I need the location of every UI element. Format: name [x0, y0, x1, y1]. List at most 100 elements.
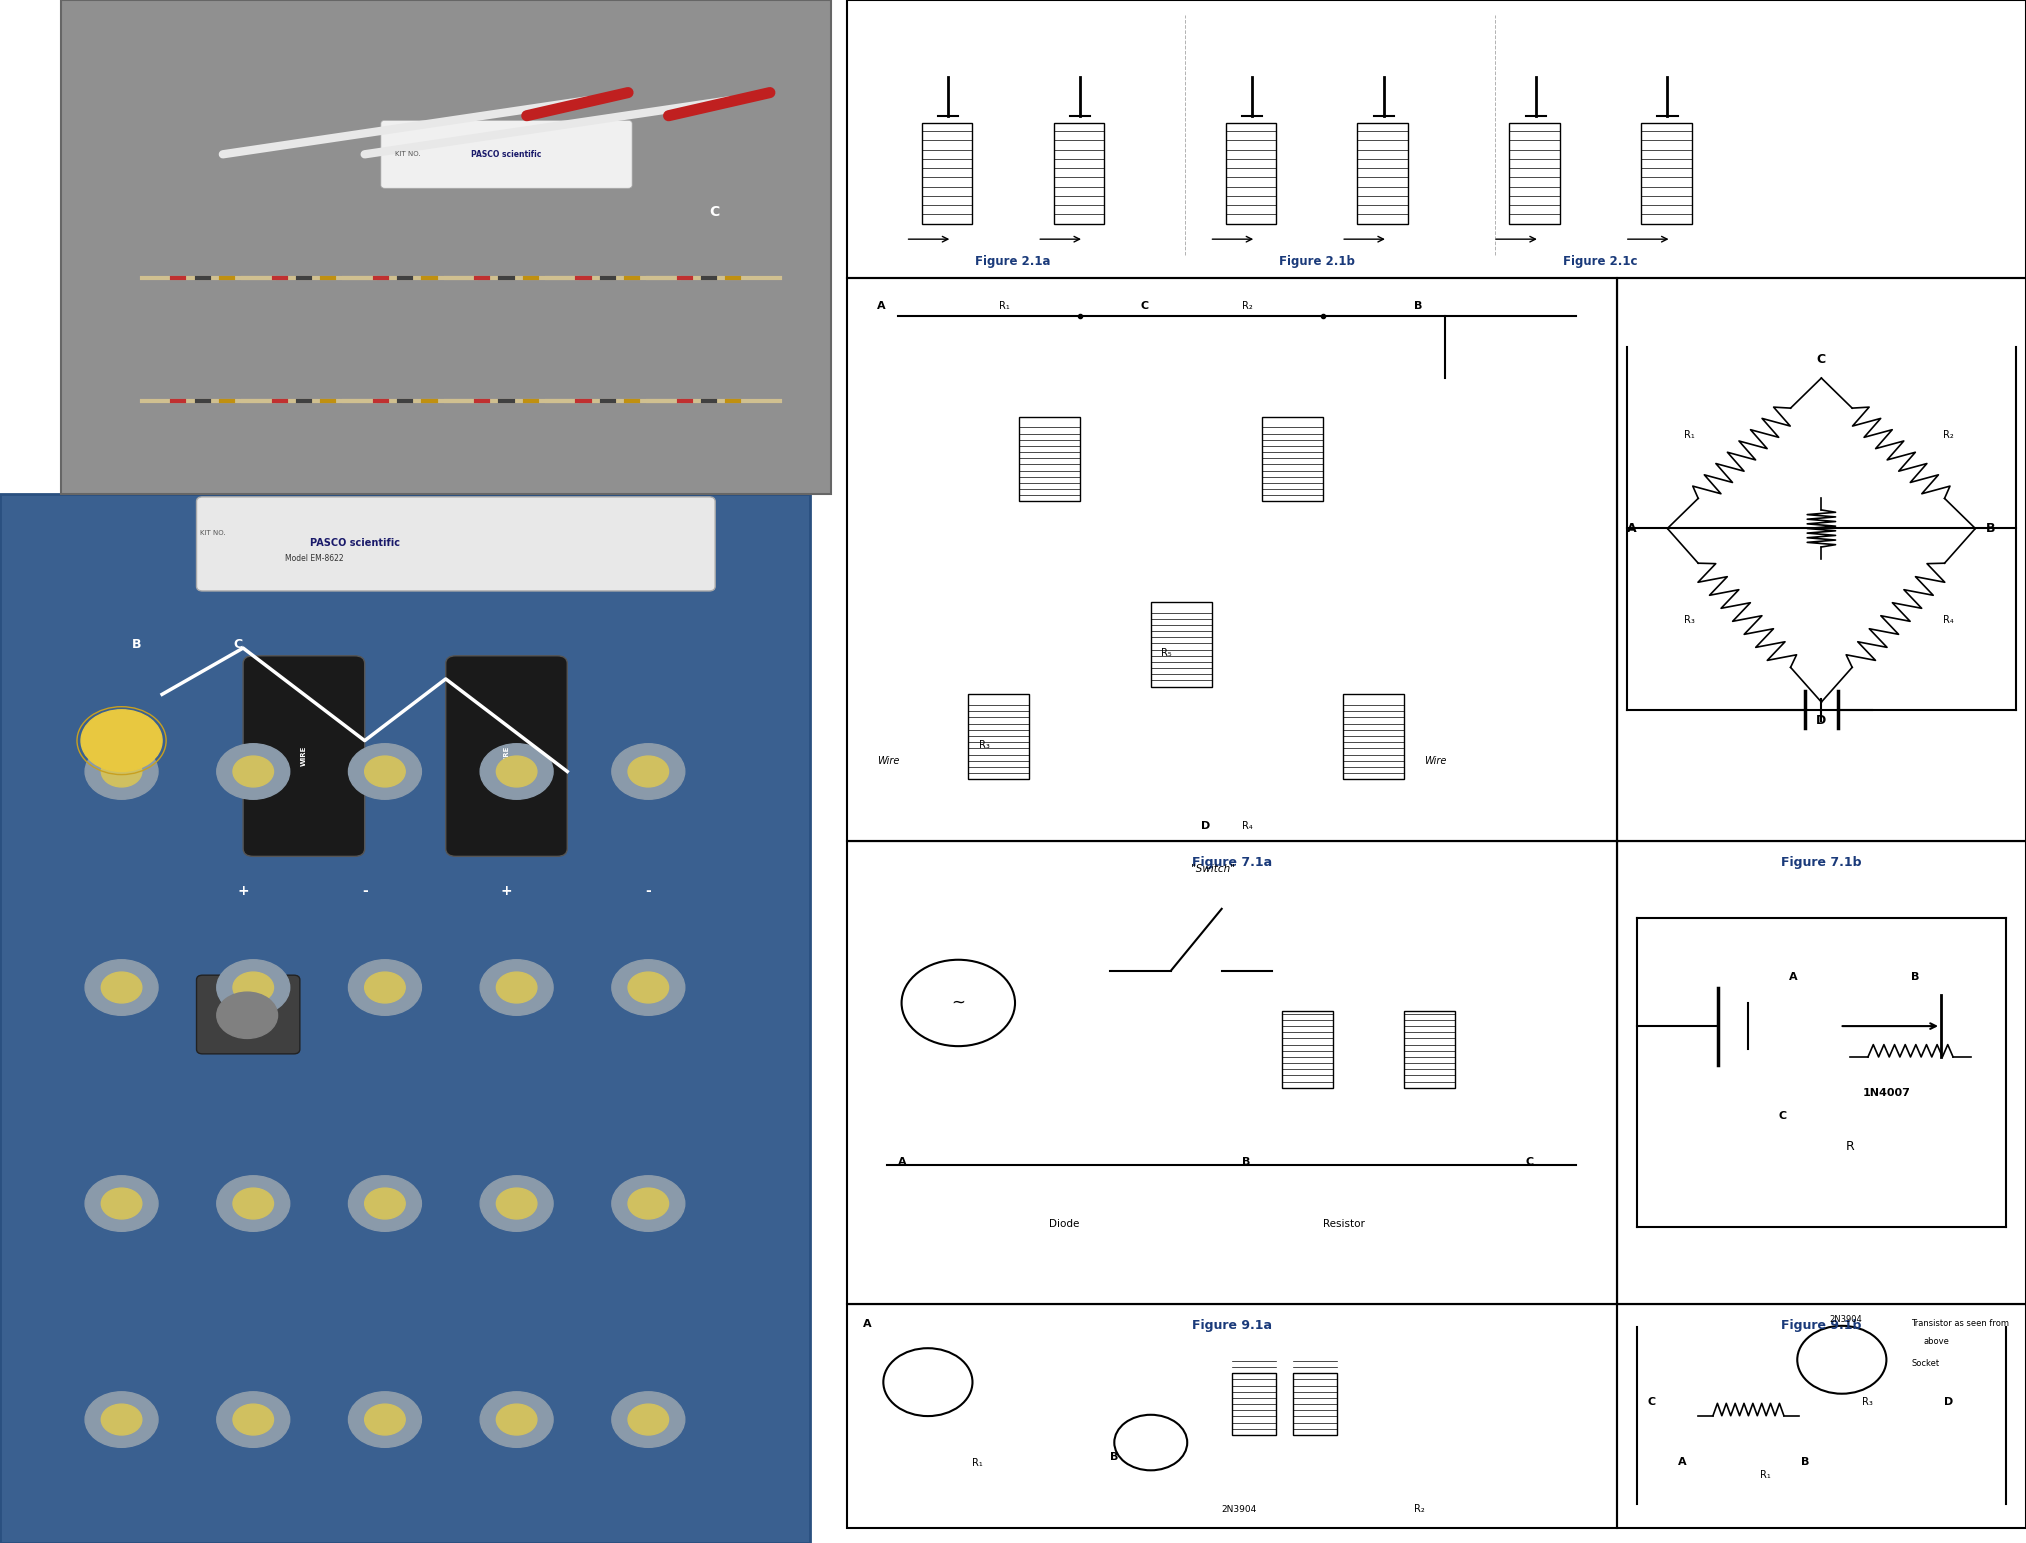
Bar [1343, 694, 1404, 779]
Text: R₂: R₂ [1242, 301, 1252, 310]
Circle shape [233, 756, 274, 787]
Circle shape [217, 1176, 290, 1231]
Text: A: A [1627, 522, 1637, 535]
Circle shape [628, 756, 669, 787]
Circle shape [233, 1188, 274, 1219]
FancyBboxPatch shape [61, 0, 831, 494]
Text: A: A [1789, 972, 1797, 981]
Text: Figure 2.1a: Figure 2.1a [975, 255, 1051, 267]
Circle shape [348, 1392, 421, 1447]
Text: above: above [1925, 1338, 1949, 1345]
Text: R₃: R₃ [1684, 616, 1694, 625]
Text: R₃: R₃ [979, 741, 989, 750]
Circle shape [233, 972, 274, 1003]
Circle shape [496, 1404, 537, 1435]
Text: R₃: R₃ [1862, 1396, 1874, 1407]
Text: Wire: Wire [1424, 756, 1447, 765]
Circle shape [81, 710, 162, 772]
Text: C: C [1141, 301, 1149, 310]
Text: D: D [1815, 714, 1827, 727]
Text: Figure 9.1b: Figure 9.1b [1781, 1319, 1862, 1332]
Circle shape [628, 972, 669, 1003]
Text: A: A [898, 1157, 906, 1167]
Text: R₁: R₁ [1761, 1470, 1771, 1480]
Text: C: C [1817, 353, 1825, 366]
Bar [847, 841, 1617, 1304]
Circle shape [480, 1176, 553, 1231]
Bar [1357, 123, 1408, 224]
Circle shape [217, 960, 290, 1015]
Bar [1151, 602, 1212, 687]
Text: Figure 7.1b: Figure 7.1b [1781, 856, 1862, 869]
Bar [1019, 417, 1080, 501]
Circle shape [496, 1188, 537, 1219]
Text: Resistor: Resistor [1323, 1219, 1366, 1228]
Bar [847, 1304, 1617, 1528]
Text: A: A [1678, 1457, 1686, 1467]
Text: +: + [237, 884, 249, 898]
Circle shape [101, 756, 142, 787]
Text: KIT NO.: KIT NO. [395, 151, 421, 157]
Circle shape [85, 960, 158, 1015]
Bar [847, 278, 1617, 841]
Circle shape [348, 960, 421, 1015]
Circle shape [480, 960, 553, 1015]
Text: +: + [500, 884, 513, 898]
Bar [1262, 417, 1323, 501]
Text: B: B [1801, 1457, 1809, 1467]
Text: -: - [363, 884, 367, 898]
Bar [1617, 1304, 2026, 1528]
Text: Figure 7.1a: Figure 7.1a [1191, 856, 1272, 869]
Text: ~: ~ [952, 994, 964, 1012]
Text: A: A [877, 301, 885, 310]
Text: WIRE: WIRE [302, 745, 306, 767]
Bar [1641, 123, 1692, 224]
Circle shape [628, 1404, 669, 1435]
Text: R₄: R₄ [1943, 616, 1953, 625]
Text: WIRE: WIRE [504, 745, 509, 767]
Circle shape [496, 972, 537, 1003]
Circle shape [480, 1392, 553, 1447]
Bar [922, 123, 972, 224]
Text: Figure 9.1a: Figure 9.1a [1191, 1319, 1272, 1332]
Bar [1617, 841, 2026, 1304]
Circle shape [217, 992, 278, 1038]
Circle shape [348, 744, 421, 799]
Circle shape [628, 1188, 669, 1219]
Circle shape [365, 756, 405, 787]
Text: Model EM-8622: Model EM-8622 [286, 554, 342, 563]
Circle shape [612, 960, 685, 1015]
Text: C: C [233, 639, 243, 651]
Text: Figure 2.1b: Figure 2.1b [1278, 255, 1355, 267]
Text: R₂: R₂ [1943, 430, 1953, 440]
FancyBboxPatch shape [197, 975, 300, 1054]
Circle shape [612, 1392, 685, 1447]
Text: B: B [132, 639, 142, 651]
Text: B: B [1242, 1157, 1250, 1167]
Text: 1N4007: 1N4007 [1862, 1088, 1911, 1097]
Text: R₁: R₁ [999, 301, 1009, 310]
Bar [1232, 1373, 1276, 1435]
Bar [1617, 278, 2026, 841]
Text: -: - [646, 884, 650, 898]
Circle shape [101, 1188, 142, 1219]
Bar [1226, 123, 1276, 224]
Text: Socket: Socket [1911, 1359, 1939, 1369]
Circle shape [101, 1404, 142, 1435]
Text: 2N3904: 2N3904 [1829, 1315, 1862, 1324]
FancyBboxPatch shape [0, 494, 810, 1543]
Text: PASCO scientific: PASCO scientific [310, 539, 399, 548]
Circle shape [233, 1404, 274, 1435]
Circle shape [365, 972, 405, 1003]
Circle shape [85, 1176, 158, 1231]
Bar [1054, 123, 1104, 224]
Text: Wire: Wire [877, 756, 900, 765]
Text: R₁: R₁ [972, 1458, 983, 1467]
Text: B: B [1911, 972, 1919, 981]
Circle shape [348, 1176, 421, 1231]
Circle shape [612, 1176, 685, 1231]
Text: D: D [1945, 1396, 1953, 1407]
Text: R: R [1846, 1140, 1854, 1153]
Text: D: D [1201, 821, 1212, 830]
Text: C: C [709, 205, 719, 219]
